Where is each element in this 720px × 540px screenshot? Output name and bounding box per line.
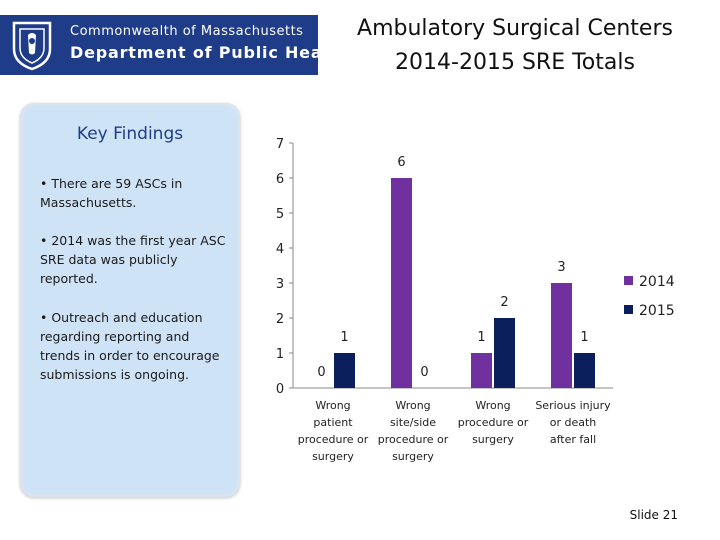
data-label-2014-0: 0 — [317, 365, 325, 380]
data-label-2014-2: 1 — [477, 330, 485, 345]
data-label-2015-3: 1 — [580, 330, 588, 345]
bar-2015-0 — [334, 353, 355, 388]
key-findings-panel: Key Findings • There are 59 ASCs in Mass… — [20, 103, 240, 497]
logo-line-1: Commonwealth of Massachusetts — [70, 24, 304, 39]
x-category-label-line: Wrong — [315, 399, 350, 412]
y-tick-label: 1 — [276, 347, 284, 362]
bar-2015-3 — [574, 353, 595, 388]
x-category-label-line: surgery — [312, 450, 354, 463]
y-tick-label: 4 — [276, 242, 284, 257]
legend-swatch-2014 — [624, 276, 633, 285]
dph-logo: Commonwealth of Massachusetts Department… — [0, 15, 349, 75]
data-label-2015-0: 1 — [340, 330, 348, 345]
logo-line-2: Department of Public Health — [70, 43, 350, 62]
finding-bullet-1: • There are 59 ASCs in Massachusetts. — [40, 176, 183, 210]
x-category-label-line: site/side — [390, 416, 436, 429]
x-category-label-line: patient — [313, 416, 353, 429]
x-category-label-line: procedure or — [458, 416, 529, 429]
x-category-label: Serious injury or death after fall — [535, 399, 611, 446]
x-category-label-line: surgery — [392, 450, 434, 463]
finding-bullet-3: • Outreach and education regarding repor… — [40, 310, 220, 382]
x-category-label: Wrong site/side procedure or surgery — [378, 399, 449, 463]
page-title: Ambulatory Surgical Centers 2014-2015 SR… — [330, 12, 700, 80]
slide-number: Slide 21 — [629, 508, 678, 522]
x-category-label-line: Serious injury — [535, 399, 611, 412]
legend-label-2014: 2014 — [639, 274, 675, 290]
key-findings-title: Key Findings — [76, 124, 184, 144]
header-bar: Commonwealth of Massachusetts Department… — [0, 0, 720, 90]
y-tick-label: 2 — [276, 312, 284, 327]
x-category-label-line: or death — [550, 416, 597, 429]
data-label-2014-1: 6 — [397, 155, 405, 170]
y-tick-label: 0 — [276, 382, 284, 397]
bar-2015-2 — [494, 318, 515, 388]
y-tick-label: 5 — [276, 207, 284, 222]
x-category-label-line: procedure or — [298, 433, 369, 446]
legend-label-2015: 2015 — [639, 303, 675, 319]
data-label-2014-3: 3 — [557, 260, 565, 275]
x-category-label: Wrong procedure or surgery — [458, 399, 529, 446]
bar-2014-1 — [391, 178, 412, 388]
data-label-2015-1: 0 — [420, 365, 428, 380]
data-label-2015-2: 2 — [500, 295, 508, 310]
state-seal-icon — [12, 21, 52, 71]
y-tick-label: 7 — [276, 137, 284, 152]
x-category-label-line: after fall — [550, 433, 596, 446]
x-category-label-line: procedure or — [378, 433, 449, 446]
y-tick-label: 6 — [276, 172, 284, 187]
bar-2014-3 — [551, 283, 572, 388]
x-category-label: Wrong patient procedure or surgery — [298, 399, 369, 463]
legend-swatch-2015 — [624, 305, 633, 314]
x-category-label-line: Wrong — [395, 399, 430, 412]
x-category-label-line: surgery — [472, 433, 514, 446]
title-line-1: Ambulatory Surgical Centers — [357, 16, 673, 41]
finding-bullet-2: • 2014 was the first year ASC SRE data w… — [40, 233, 226, 286]
y-tick-label: 3 — [276, 277, 284, 292]
title-line-2: 2014-2015 SRE Totals — [395, 50, 635, 75]
x-category-label-line: Wrong — [475, 399, 510, 412]
bar-2014-2 — [471, 353, 492, 388]
